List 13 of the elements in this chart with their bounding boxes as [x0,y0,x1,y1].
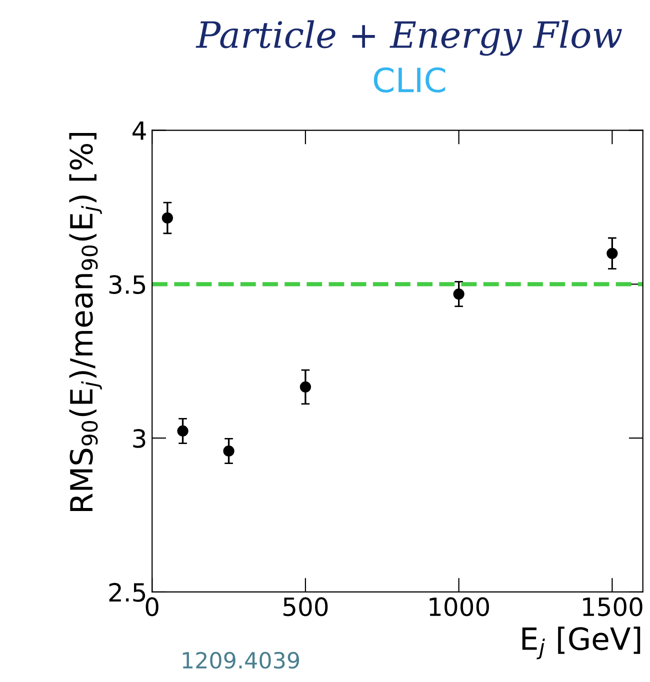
x-tick-label: 1500 [583,597,642,616]
y-tick-label: 4 [132,122,146,140]
x-tick-label: 500 [284,597,328,616]
chart-title: Particle + Energy Flow [196,20,622,56]
x-tick-label: 0 [146,597,158,616]
y-tick-label: 3.5 [109,275,146,294]
text: RMS$_{90}$(E$_{j}$)/mean$_{90}$(E$_{j}$) [%] [69,133,102,512]
x-axis-title: E$_{j}$ [GeV] [522,626,640,660]
y-tick-label: 3 [133,429,146,448]
chart-subtitle: CLIC [374,67,446,93]
text: 1209.4039 [182,652,300,669]
y-tick-label: 2.5 [109,582,146,602]
x-tick-label: 1000 [430,597,489,616]
